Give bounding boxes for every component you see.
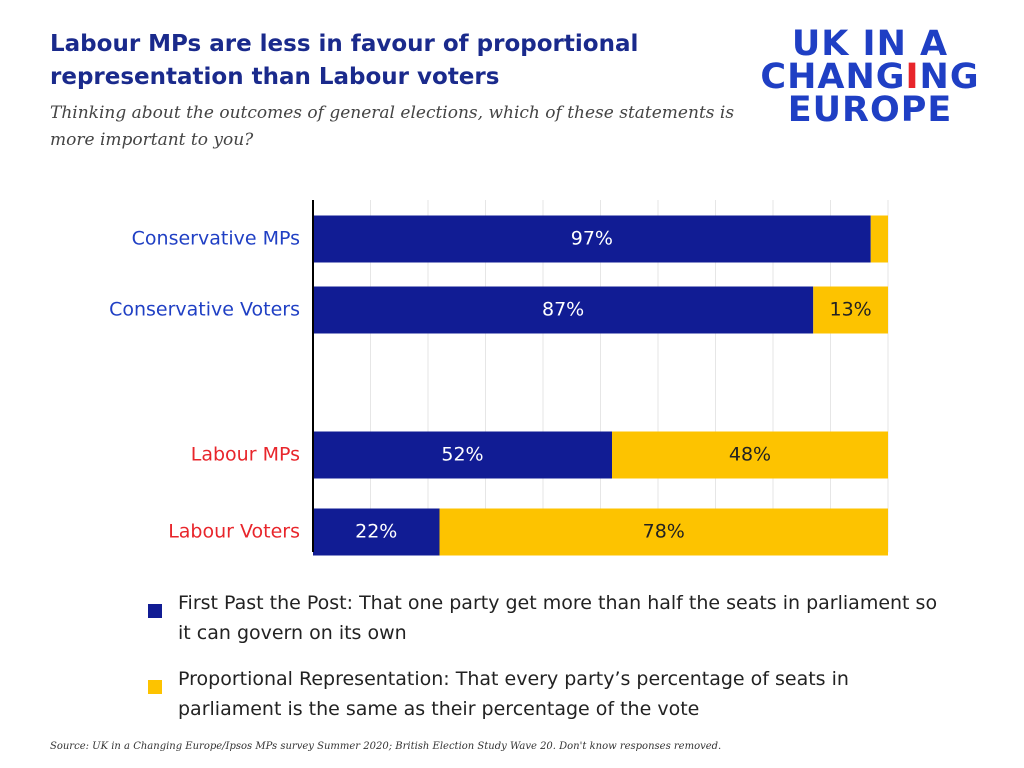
bar-segment — [813, 286, 888, 334]
value-label: 87% — [542, 299, 584, 321]
title: Labour MPs are less in favour of proport… — [50, 31, 639, 90]
logo-text: I — [905, 57, 920, 97]
logo-line: EUROPE — [787, 90, 953, 130]
logo: UK IN A CHANGING EUROPE — [755, 24, 985, 130]
bar-segment — [313, 508, 440, 556]
category-label: Conservative Voters — [109, 299, 300, 321]
legend-swatch — [148, 680, 162, 694]
bar-segment — [439, 508, 888, 556]
category-label: Conservative MPs — [132, 228, 300, 250]
logo-line: UK IN A — [791, 24, 949, 64]
subtitle: Thinking about the outcomes of general e… — [50, 103, 735, 150]
source: Source: UK in a Changing Europe/Ipsos MP… — [50, 741, 722, 752]
bar-segment — [870, 215, 888, 263]
legend-text: First Past the Post: That one party get … — [178, 592, 938, 644]
category-label: Labour Voters — [168, 521, 300, 543]
value-label: 13% — [830, 299, 872, 321]
category-label: Labour MPs — [191, 444, 300, 466]
chart: Conservative MPs 97% Conservative Voters 87… — [109, 200, 889, 556]
value-label: 48% — [729, 444, 771, 466]
bar-segment — [313, 286, 814, 334]
legend-text: Proportional Representation: That every … — [178, 668, 849, 720]
logo-text: NG — [919, 57, 980, 97]
legend-swatch — [148, 604, 162, 618]
value-label: 22% — [355, 521, 397, 543]
bar-segment — [313, 215, 871, 263]
value-label: 78% — [643, 521, 685, 543]
bar-segment — [313, 431, 612, 479]
logo-line: CHANGING — [755, 60, 985, 95]
value-label: 97% — [571, 228, 613, 250]
value-label: 52% — [441, 444, 483, 466]
bar-segment — [612, 431, 888, 479]
logo-text: CHANG — [760, 57, 906, 97]
